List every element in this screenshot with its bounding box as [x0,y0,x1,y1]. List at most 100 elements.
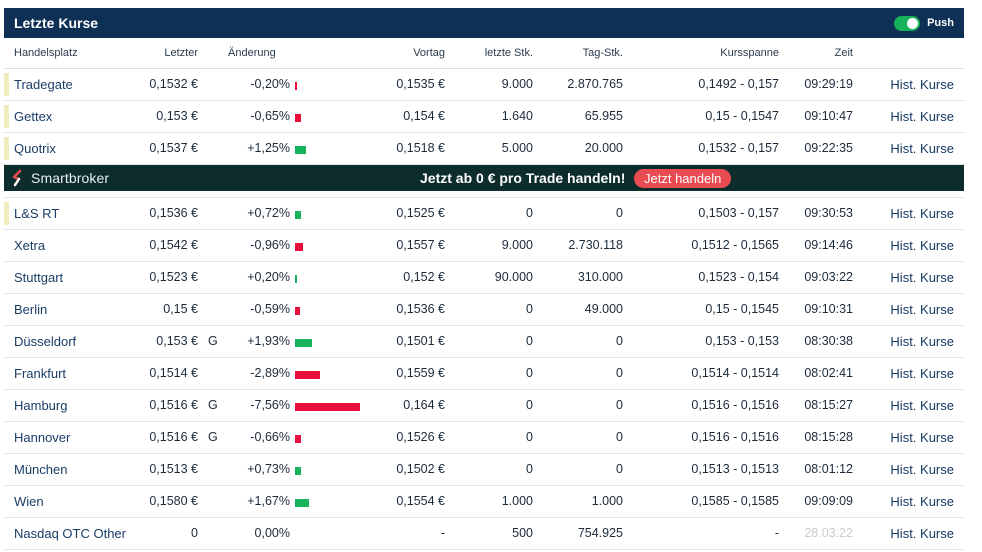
quotes-group-bottom: L&S RT 0,1536 € +0,72% 0,1525 € 0 0 0,1503 - 0… [4,197,964,550]
last-quantity: 0 [526,334,533,348]
exchange-name[interactable]: Berlin [14,302,48,317]
exchange-name[interactable]: Quotrix [14,141,56,156]
col-tag-stk[interactable]: Tag-Stk. [582,47,623,59]
previous-close: 0,1526 € [396,430,445,444]
col-letzte-stk[interactable]: letzte Stk. [484,47,533,59]
smartbroker-brand: Smartbroker [31,170,110,186]
exchange-name[interactable]: Gettex [14,109,53,124]
exchange-name[interactable]: Tradegate [14,77,73,92]
last-quantity: 90.000 [494,270,533,284]
last-price: 0,1542 € [149,238,198,252]
last-price: 0,1537 € [149,141,198,155]
price-range: 0,153 - 0,153 [705,334,779,348]
smartbroker-banner[interactable]: Smartbroker Jetzt ab 0 € pro Trade hande… [4,165,964,191]
day-quantity: 0 [616,334,623,348]
previous-close: 0,1501 € [396,334,445,348]
push-label: Push [927,17,954,29]
day-quantity: 754.925 [577,526,623,540]
previous-close: 0,1502 € [396,462,445,476]
hist-kurse-link[interactable]: Hist. Kurse [890,141,954,156]
price-range: - [774,526,779,540]
table-header: Handelsplatz Letzter Änderung Vortag let… [4,38,964,69]
change-bar [295,339,312,347]
trade-time: 09:03:22 [804,270,853,284]
last-price: 0,1514 € [149,366,198,380]
last-price: 0,1513 € [149,462,198,476]
change-percent: -0,66% [250,430,290,444]
col-kursspanne[interactable]: Kursspanne [720,47,779,59]
hist-kurse-link[interactable]: Hist. Kurse [890,494,954,509]
hist-kurse-link[interactable]: Hist. Kurse [890,302,954,317]
exchange-name[interactable]: L&S RT [14,206,60,221]
trade-time: 08:15:28 [804,430,853,444]
hist-kurse-link[interactable]: Hist. Kurse [890,398,954,413]
previous-close: 0,1559 € [396,366,445,380]
change-percent: +0,20% [247,270,290,284]
hist-kurse-link[interactable]: Hist. Kurse [890,109,954,124]
exchange-name[interactable]: Frankfurt [14,366,67,381]
hist-kurse-link[interactable]: Hist. Kurse [890,430,954,445]
change-percent: 0,00% [254,526,290,540]
smartbroker-icon [12,169,22,187]
hist-kurse-link[interactable]: Hist. Kurse [890,334,954,349]
last-price: 0 [191,526,198,540]
col-zeit[interactable]: Zeit [834,47,853,59]
exchange-name[interactable]: München [14,462,68,477]
table-row: L&S RT 0,1536 € +0,72% 0,1525 € 0 0 0,1503 - 0… [4,197,964,230]
table-row: Düsseldorf 0,153 € G +1,93% 0,1501 € 0 0 0,153 … [4,326,964,358]
price-range: 0,15 - 0,1547 [705,109,779,123]
hist-kurse-link[interactable]: Hist. Kurse [890,462,954,477]
exchange-name[interactable]: Düsseldorf [14,334,77,349]
col-vortag[interactable]: Vortag [413,47,445,59]
hist-kurse-link[interactable]: Hist. Kurse [890,366,954,381]
change-bar [295,82,297,90]
col-aenderung[interactable]: Änderung [228,47,276,59]
trade-time: 28.03.22 [804,526,853,540]
last-price: 0,1580 € [149,494,198,508]
trade-time: 09:22:35 [804,141,853,155]
price-range: 0,1585 - 0,1585 [691,494,779,508]
hist-kurse-link[interactable]: Hist. Kurse [890,526,954,541]
hist-kurse-link[interactable]: Hist. Kurse [890,206,954,221]
table-row: Xetra 0,1542 € -0,96% 0,1557 € 9.000 2.730.11… [4,230,964,262]
exchange-name[interactable]: Nasdaq OTC Other [14,526,126,541]
change-bar [295,275,297,283]
table-row: Berlin 0,15 € -0,59% 0,1536 € 0 49.000 0,15 - … [4,294,964,326]
col-letzter[interactable]: Letzter [164,47,198,59]
previous-close: 0,1535 € [396,77,445,91]
panel-title: Letzte Kurse [14,15,99,31]
last-quantity: 0 [526,206,533,220]
promo-cta-button[interactable]: Jetzt handeln [634,169,732,188]
hist-kurse-link[interactable]: Hist. Kurse [890,270,954,285]
change-percent: -0,65% [250,109,290,123]
last-quotes-panel: Letzte Kurse Push Handelsplatz Letzter Ä… [4,8,964,550]
change-bar [295,371,320,379]
exchange-name[interactable]: Hannover [14,430,71,445]
hist-kurse-link[interactable]: Hist. Kurse [890,77,954,92]
previous-close: 0,154 € [403,109,445,123]
col-handelsplatz[interactable]: Handelsplatz [14,47,78,59]
hist-kurse-link[interactable]: Hist. Kurse [890,238,954,253]
change-percent: -0,96% [250,238,290,252]
change-percent: -2,89% [250,366,290,380]
trade-time: 09:10:47 [804,109,853,123]
push-toggle-group[interactable]: Push [894,15,954,31]
day-quantity: 65.955 [584,109,623,123]
last-quantity: 1.640 [501,109,533,123]
last-price: 0,1532 € [149,77,198,91]
last-quantity: 500 [512,526,533,540]
price-flag: G [208,430,218,444]
exchange-name[interactable]: Hamburg [14,398,68,413]
day-quantity: 0 [616,462,623,476]
exchange-name[interactable]: Xetra [14,238,46,253]
previous-close: - [440,526,445,540]
exchange-name[interactable]: Wien [14,494,44,509]
table-row: Hannover 0,1516 € G -0,66% 0,1526 € 0 0 0,1516 … [4,422,964,454]
trade-time: 08:15:27 [804,398,853,412]
last-price: 0,1516 € [149,430,198,444]
exchange-name[interactable]: Stuttgart [14,270,64,285]
push-toggle[interactable] [894,15,921,31]
table-row: Frankfurt 0,1514 € -2,89% 0,1559 € 0 0 0,1514 … [4,358,964,390]
table-row: Nasdaq OTC Other 0 0,00% - 500 754.925 - 28.03.… [4,518,964,550]
last-quantity: 1.000 [501,494,533,508]
